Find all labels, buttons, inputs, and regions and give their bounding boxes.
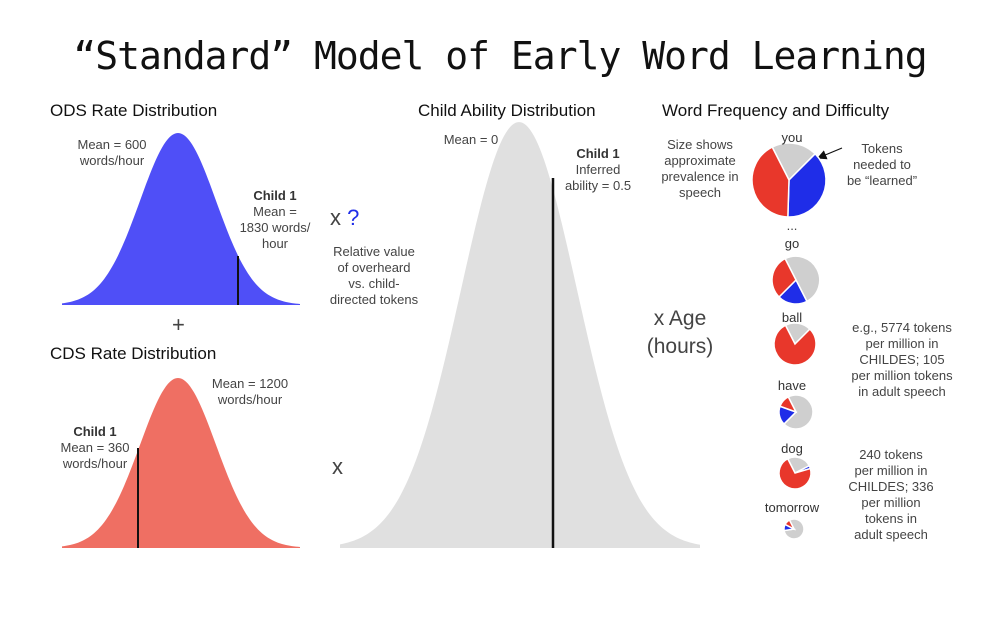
multiplier-overheard: x ? <box>330 205 360 230</box>
dog-note: 240 tokens per million in CHILDES; 336 p… <box>848 447 934 542</box>
tokens-arrow <box>816 147 843 160</box>
pie-dog-red-slice <box>778 457 812 490</box>
tokens-note: Tokens needed to be “learned” <box>846 141 918 188</box>
cds-heading: CDS Rate Distribution <box>50 344 217 363</box>
cds-curve-area <box>62 378 300 548</box>
ods-child-label: Child 1 Mean = 1830 words/hour <box>239 188 311 251</box>
pie-ball-red-slice <box>773 324 817 366</box>
pie-have-red-slice <box>779 395 798 414</box>
overheard-value-note: Relative value of overheard vs. child- d… <box>329 244 419 307</box>
pie-word-you: you <box>781 130 803 145</box>
pie-tomorrow-red-slice <box>784 519 796 531</box>
pie-word-go: go <box>784 236 800 251</box>
pie-go-gray-slice <box>784 255 821 303</box>
plus-operator: + <box>172 312 185 337</box>
page-title: “Standard” Model of Early Word Learning <box>73 34 927 78</box>
ods-curve-area <box>62 133 300 305</box>
cds-mean-label: Mean = 1200 words/hour <box>211 376 289 407</box>
pie-you-red-slice <box>751 146 790 218</box>
freq-heading: Word Frequency and Difficulty <box>662 101 890 120</box>
pie-word-dog: dog <box>781 441 803 456</box>
ods-mean-label: Mean = 600 words/hour <box>77 137 147 168</box>
ability-heading: Child Ability Distribution <box>418 101 596 120</box>
pie-word-tomorrow: tomorrow <box>764 500 820 515</box>
cds-child-label: Child 1 Mean = 360 words/hour <box>60 424 130 471</box>
ball-note: e.g., 5774 tokens per million in CHILDES… <box>851 320 953 399</box>
pie-have-gray-slice <box>782 394 814 430</box>
pie-word-have: have <box>777 378 807 393</box>
size-note: Size shows approximate prevalence in spe… <box>661 137 739 200</box>
pie-go-red-slice <box>771 257 797 299</box>
pie-you-blue-slice <box>787 152 827 218</box>
pie-you-gray-slice <box>771 142 817 182</box>
ability-curve-area <box>340 122 700 548</box>
ability-mean-label: Mean = 0 <box>443 132 499 147</box>
age-multiplier: x Age (hours) <box>646 307 714 358</box>
multiplier-ability: x <box>332 454 343 479</box>
ods-heading: ODS Rate Distribution <box>50 101 218 120</box>
ellipsis: ... <box>786 218 798 233</box>
pie-word-ball: ball <box>781 310 803 325</box>
ability-child-label: Child 1 Inferred ability = 0.5 <box>564 146 632 193</box>
